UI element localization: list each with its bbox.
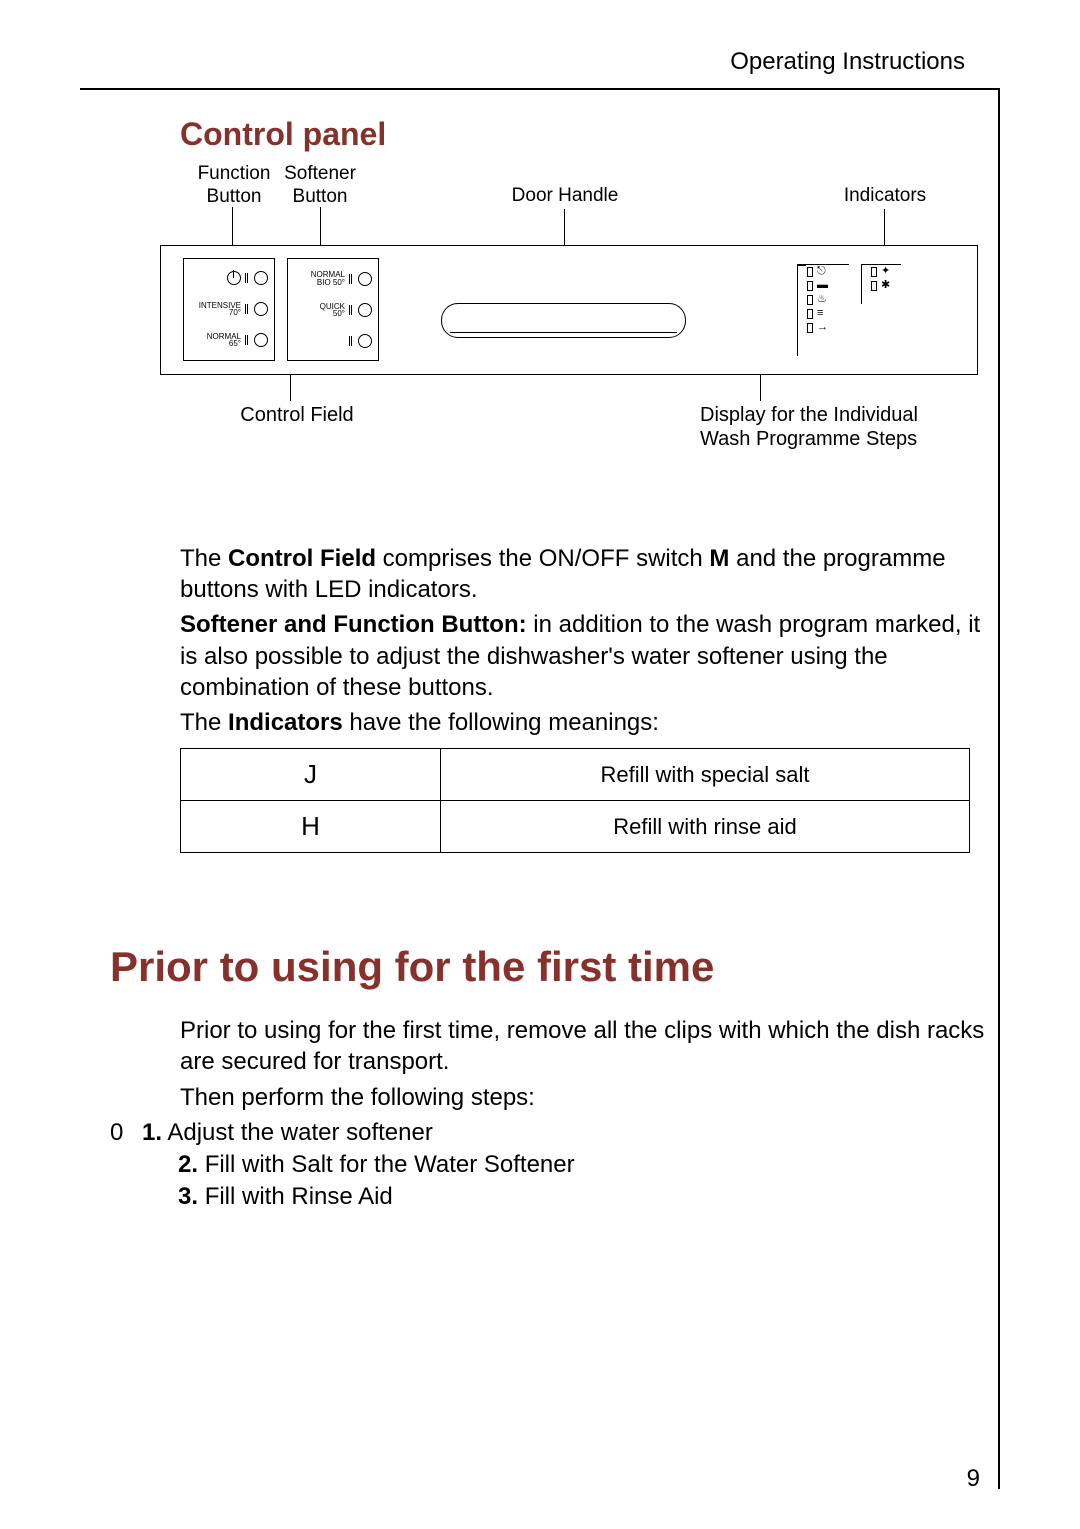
label-door-handle: Door Handle	[495, 185, 635, 208]
leader-line	[760, 375, 761, 401]
section-title-prior-to-using: Prior to using for the first time	[110, 943, 998, 991]
indicators-table: J Refill with special salt H Refill with…	[180, 748, 970, 853]
paragraph: The Indicators have the following meanin…	[180, 707, 998, 738]
button-row: NORMAL 65°	[190, 333, 268, 347]
power-icon	[227, 271, 241, 285]
control-panel-diagram: Function Button Softener Button Door Han…	[160, 163, 978, 483]
label-display-steps: Display for the Individual Wash Programm…	[700, 403, 980, 451]
button-row	[190, 271, 268, 285]
button-row: NORMAL BIO 50°	[294, 271, 372, 285]
prior-text-block: Prior to using for the first time, remov…	[180, 1015, 998, 1113]
leader-line	[232, 207, 233, 245]
table-row: J Refill with special salt	[181, 749, 970, 801]
table-row: H Refill with rinse aid	[181, 801, 970, 853]
paragraph: The Control Field comprises the ON/OFF s…	[180, 543, 998, 605]
leader-line	[884, 209, 885, 245]
label-softener-button: Softener Button	[280, 163, 360, 209]
paragraph: Softener and Function Button: in additio…	[180, 609, 998, 703]
table-cell-meaning: Refill with special salt	[441, 749, 970, 801]
label-indicators: Indicators	[835, 185, 935, 208]
button-row	[294, 334, 372, 348]
list-item: 2. Fill with Salt for the Water Softener	[178, 1149, 998, 1181]
control-group-2: NORMAL BIO 50° QUICK 50°	[287, 258, 379, 361]
table-cell-symbol: J	[181, 749, 441, 801]
body-paragraphs: The Control Field comprises the ON/OFF s…	[180, 543, 998, 738]
label-control-field: Control Field	[222, 403, 372, 427]
indicator-column-1: ⎋ ▬ ♨ ≡ →	[807, 266, 828, 333]
leader-line	[564, 209, 565, 245]
list-item: 0 1. Adjust the water softener	[110, 1117, 998, 1149]
button-row: QUICK 50°	[294, 303, 372, 317]
page-number: 9	[967, 1465, 980, 1493]
section-title-control-panel: Control panel	[180, 116, 998, 153]
leader-line	[320, 207, 321, 245]
paragraph: Then perform the following steps:	[180, 1082, 998, 1113]
paragraph: Prior to using for the first time, remov…	[180, 1015, 998, 1077]
page-content: Control panel Function Button Softener B…	[80, 88, 1000, 1489]
indicator-column-2: ✦ ✱	[871, 266, 890, 291]
label-function-button: Function Button	[194, 163, 274, 209]
list-item: 3. Fill with Rinse Aid	[178, 1181, 998, 1213]
numbered-steps: 0 1. Adjust the water softener 2. Fill w…	[110, 1117, 998, 1214]
leader-line	[290, 375, 291, 401]
button-row: INTENSIVE 70°	[190, 302, 268, 316]
panel-outline: INTENSIVE 70° NORMAL 65° NORMAL BIO 50° …	[160, 245, 978, 375]
page-header: Operating Instructions	[730, 48, 965, 76]
table-cell-symbol: H	[181, 801, 441, 853]
table-cell-meaning: Refill with rinse aid	[441, 801, 970, 853]
control-group-1: INTENSIVE 70° NORMAL 65°	[183, 258, 275, 361]
door-handle-graphic	[441, 303, 686, 338]
